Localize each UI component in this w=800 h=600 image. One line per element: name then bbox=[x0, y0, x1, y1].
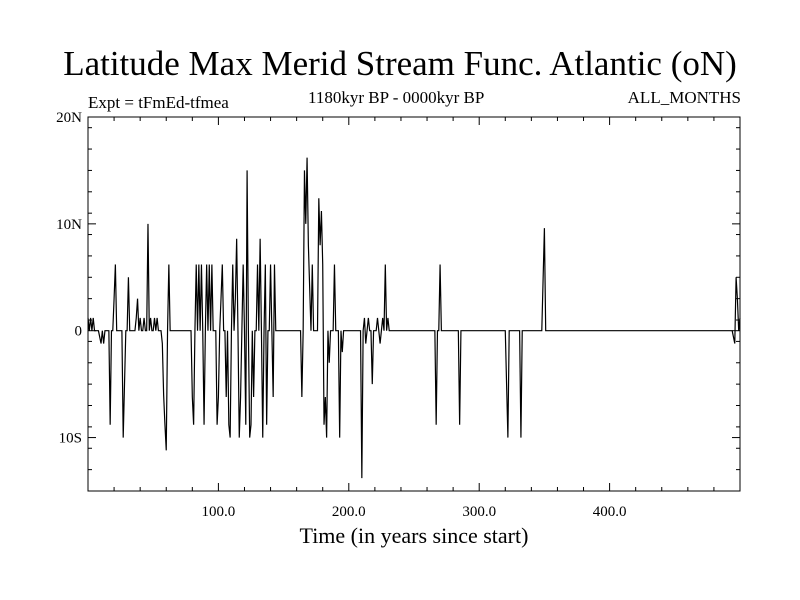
x-tick-label: 400.0 bbox=[593, 504, 627, 520]
x-tick-label: 100.0 bbox=[202, 504, 236, 520]
y-tick-label: 20N bbox=[56, 110, 82, 126]
x-tick-label: 200.0 bbox=[332, 504, 366, 520]
y-tick-label: 10S bbox=[59, 431, 82, 447]
months-label: ALL_MONTHS bbox=[627, 88, 741, 107]
chart-title: Latitude Max Merid Stream Func. Atlantic… bbox=[63, 44, 737, 83]
series-line bbox=[87, 157, 741, 479]
x-axis-label: Time (in years since start) bbox=[299, 523, 529, 548]
y-tick-label: 0 bbox=[75, 324, 83, 340]
period-label: 1180kyr BP - 0000kyr BP bbox=[308, 88, 485, 107]
plot-frame bbox=[87, 116, 741, 492]
y-tick-label: 10N bbox=[56, 217, 82, 233]
experiment-label: Expt = tFmEd-tfmea bbox=[88, 93, 229, 112]
x-tick-label: 300.0 bbox=[462, 504, 496, 520]
